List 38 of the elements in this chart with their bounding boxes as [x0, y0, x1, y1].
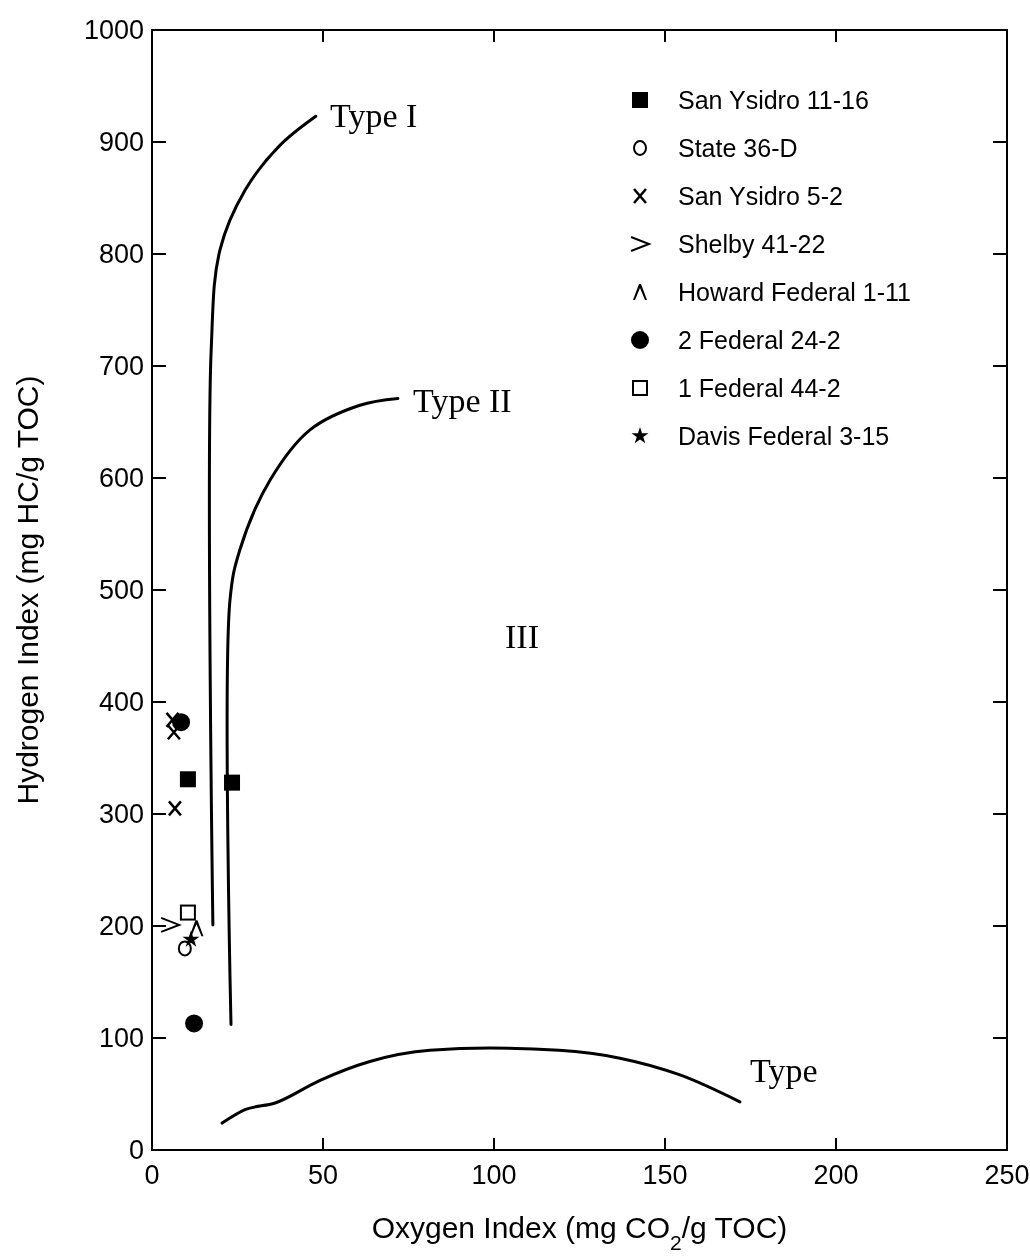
y-tick-label: 0 — [128, 1135, 144, 1166]
y-tick-label: 700 — [98, 351, 144, 382]
annotation: III — [505, 617, 539, 655]
x-tick-label: 50 — [307, 1160, 339, 1190]
annotation: Type II — [413, 381, 512, 419]
y-tick-label: 800 — [98, 239, 144, 270]
legend-label: Davis Federal 3-15 — [678, 421, 890, 450]
y-tick-label: 400 — [98, 687, 144, 718]
x-tick-label: 250 — [984, 1160, 1030, 1190]
x-tick-label: 200 — [813, 1160, 859, 1190]
y-tick-label: 200 — [98, 911, 144, 942]
x-tick-label: 100 — [471, 1160, 517, 1190]
y-tick-label: 100 — [98, 1023, 144, 1054]
annotation: Type I — [330, 96, 418, 134]
point — [179, 904, 196, 921]
y-tick-label: 300 — [98, 799, 144, 830]
y-tick-label: 500 — [98, 575, 144, 606]
legend-label: San Ysidro 11-16 — [678, 85, 869, 114]
line-series — [220, 1046, 742, 1125]
y-tick-label: 1000 — [83, 15, 144, 46]
legend-label: San Ysidro 5-2 — [678, 181, 843, 210]
x-axis-title: Oxygen Index (mg CO$_{2}$/g TOC) — [371, 1211, 788, 1254]
legend-label: 1 Federal 44-2 — [678, 373, 841, 402]
point — [182, 930, 200, 947]
legend-label: Howard Federal 1-11 — [678, 277, 911, 306]
legend-label: Shelby 41-22 — [678, 229, 826, 258]
y-tick-label: 600 — [98, 463, 144, 494]
y-tick-label: 900 — [98, 127, 144, 158]
point — [160, 916, 181, 933]
annotation: Type — [750, 1051, 818, 1089]
x-tick-label: 150 — [642, 1160, 688, 1190]
point — [172, 713, 191, 732]
y-axis-title: Hydrogen Index (mg HC/g TOC) — [11, 375, 44, 805]
legend-label: 2 Federal 24-2 — [678, 325, 841, 354]
legend-label: State 36-D — [678, 133, 798, 162]
point — [185, 1014, 204, 1033]
point — [177, 940, 192, 957]
point — [179, 771, 196, 788]
